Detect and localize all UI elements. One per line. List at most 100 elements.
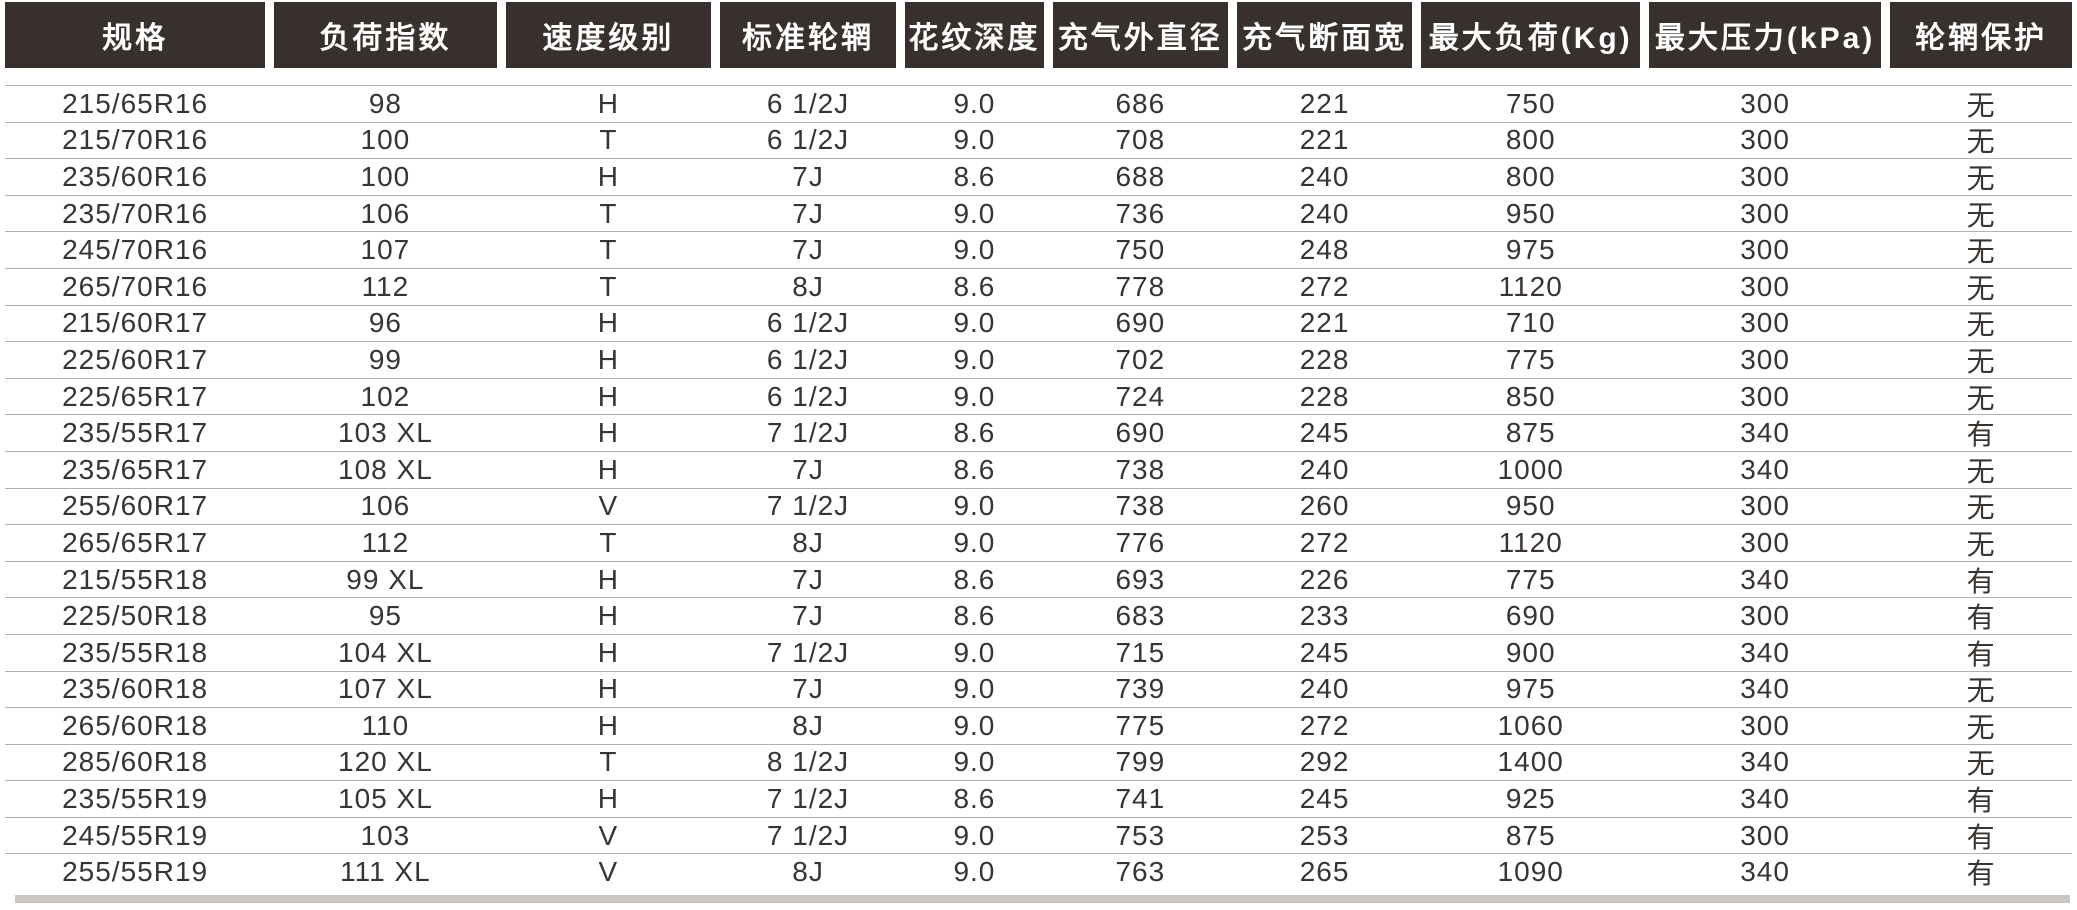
table-cell-load_index: 105 XL (338, 783, 433, 815)
table-cell-load_index: 100 (360, 124, 411, 156)
table-cell-rim_protection: 无 (1966, 162, 1996, 194)
table-cell-tread_depth: 9.0 (953, 234, 996, 266)
table-cell-inflated_outer_diameter: 778 (1115, 270, 1166, 302)
table-cell-tread_depth: 9.0 (953, 819, 996, 851)
table-cell-inflated_section_width: 240 (1299, 197, 1350, 229)
table-row: 265/70R16 112 T 8J 8.6 778 272 1120 300 无 (5, 267, 2072, 305)
table-cell-inflated_section_width: 272 (1299, 526, 1350, 558)
table-cell-load_index: 106 (360, 490, 411, 522)
table-cell-inflated_section_width: 240 (1299, 673, 1350, 705)
table-cell-inflated_outer_diameter: 739 (1115, 673, 1166, 705)
table-cell-max_load_kg: 1060 (1497, 709, 1564, 741)
table-cell-speed_rating: T (599, 526, 618, 558)
table-cell-max_pressure_kpa: 300 (1740, 234, 1790, 266)
table-cell-standard_rim: 7J (792, 600, 824, 632)
table-cell-spec: 255/60R17 (62, 490, 209, 522)
table-cell-load_index: 102 (360, 380, 411, 412)
table-cell-max_load_kg: 710 (1505, 307, 1556, 339)
table-cell-rim_protection: 有 (1966, 419, 1996, 451)
table-cell-tread_depth: 9.0 (953, 124, 996, 156)
table-cell-standard_rim: 6 1/2J (766, 343, 850, 375)
table-cell-spec: 225/65R17 (62, 380, 209, 412)
table-cell-speed_rating: H (597, 87, 619, 119)
table-row: 215/65R16 98 H 6 1/2J 9.0 686 221 750 300 无 (5, 85, 2072, 122)
table-cell-max_pressure_kpa: 300 (1740, 343, 1790, 375)
column-header-standard_rim: 标准轮辋 (720, 2, 896, 68)
column-header-inflated_outer_diameter: 充气外直径 (1052, 2, 1228, 68)
table-cell-spec: 235/55R17 (62, 417, 209, 449)
table-row: 235/60R18 107 XL H 7J 9.0 739 240 975 340 无 (5, 670, 2072, 708)
table-cell-tread_depth: 8.6 (953, 270, 996, 302)
table-cell-speed_rating: T (599, 234, 618, 266)
table-cell-speed_rating: H (597, 380, 619, 412)
table-cell-inflated_outer_diameter: 715 (1115, 636, 1166, 668)
table-cell-standard_rim: 6 1/2J (766, 380, 850, 412)
table-cell-inflated_section_width: 253 (1299, 819, 1350, 851)
table-cell-spec: 255/55R19 (62, 856, 209, 888)
table-cell-rim_protection: 无 (1966, 528, 1996, 560)
table-cell-load_index: 103 XL (338, 417, 433, 449)
table-cell-inflated_outer_diameter: 741 (1115, 783, 1166, 815)
table-row: 265/65R17 112 T 8J 9.0 776 272 1120 300 无 (5, 524, 2072, 561)
table-cell-inflated_section_width: 240 (1299, 160, 1350, 192)
table-bottom-bar (15, 895, 2070, 904)
table-cell-max_pressure_kpa: 340 (1740, 636, 1790, 668)
table-row: 235/55R19 105 XL H 7 1/2J 8.6 741 245 925 340 有 (5, 780, 2072, 817)
table-cell-rim_protection: 无 (1966, 492, 1996, 524)
table-cell-spec: 265/65R17 (62, 526, 209, 558)
table-cell-inflated_outer_diameter: 753 (1115, 819, 1166, 851)
table-cell-rim_protection: 无 (1966, 675, 1996, 707)
table-cell-tread_depth: 9.0 (953, 197, 996, 229)
table-cell-load_index: 111 XL (340, 856, 431, 888)
table-cell-max_pressure_kpa: 300 (1740, 197, 1790, 229)
table-cell-standard_rim: 7J (792, 160, 824, 192)
table-cell-max_load_kg: 690 (1505, 600, 1556, 632)
table-cell-standard_rim: 7J (792, 673, 824, 705)
table-row: 235/60R16 100 H 7J 8.6 688 240 800 300 无 (5, 158, 2072, 195)
table-cell-rim_protection: 无 (1966, 455, 1996, 487)
table-cell-load_index: 95 (368, 600, 402, 632)
table-cell-max_pressure_kpa: 340 (1740, 453, 1790, 485)
table-cell-inflated_outer_diameter: 736 (1115, 197, 1166, 229)
table-cell-tread_depth: 8.6 (953, 160, 996, 192)
table-cell-max_pressure_kpa: 300 (1740, 600, 1790, 632)
table-cell-max_pressure_kpa: 340 (1740, 417, 1790, 449)
table-cell-standard_rim: 8J (792, 526, 824, 558)
table-cell-tread_depth: 9.0 (953, 87, 996, 119)
table-cell-max_pressure_kpa: 340 (1740, 856, 1790, 888)
table-cell-speed_rating: V (598, 490, 619, 522)
table-row: 265/60R18 110 H 8J 9.0 775 272 1060 300 无 (5, 707, 2072, 744)
table-cell-max_load_kg: 950 (1505, 197, 1556, 229)
table-cell-inflated_section_width: 245 (1299, 417, 1350, 449)
table-cell-rim_protection: 无 (1966, 126, 1996, 158)
table-cell-tread_depth: 9.0 (953, 673, 996, 705)
column-header-max_pressure_kpa: 最大压力(kPa) (1648, 2, 1882, 68)
table-cell-inflated_outer_diameter: 799 (1115, 746, 1166, 778)
table-cell-spec: 245/55R19 (62, 819, 209, 851)
table-cell-inflated_outer_diameter: 763 (1115, 856, 1166, 888)
table-cell-max_pressure_kpa: 300 (1740, 124, 1790, 156)
table-cell-max_load_kg: 1400 (1497, 746, 1564, 778)
table-cell-load_index: 110 (361, 709, 410, 741)
table-row: 225/65R17 102 H 6 1/2J 9.0 724 228 850 300 无 (5, 377, 2072, 415)
table-cell-standard_rim: 7J (792, 563, 824, 595)
table-cell-max_load_kg: 1090 (1497, 856, 1564, 888)
table-cell-rim_protection: 无 (1966, 89, 1996, 121)
table-cell-inflated_section_width: 260 (1299, 490, 1350, 522)
table-cell-max_load_kg: 975 (1505, 234, 1556, 266)
table-cell-max_pressure_kpa: 300 (1740, 380, 1790, 412)
table-cell-tread_depth: 8.6 (953, 600, 996, 632)
table-cell-tread_depth: 9.0 (953, 856, 996, 888)
table-cell-standard_rim: 7 1/2J (766, 819, 850, 851)
table-cell-max_load_kg: 800 (1505, 124, 1556, 156)
table-cell-speed_rating: T (599, 270, 618, 302)
table-cell-tread_depth: 9.0 (953, 490, 996, 522)
table-cell-rim_protection: 无 (1966, 748, 1996, 780)
table-cell-spec: 235/60R16 (62, 160, 209, 192)
table-cell-max_pressure_kpa: 300 (1740, 490, 1790, 522)
table-cell-load_index: 100 (360, 160, 411, 192)
table-cell-inflated_section_width: 228 (1299, 380, 1350, 412)
table-cell-speed_rating: H (597, 417, 619, 449)
tire-spec-table: 规格 负荷指数 速度级别 标准轮辋 花纹深度 充气外直径 充气断面宽 最大负荷(Kg) 最大压力… (5, 0, 2072, 904)
table-cell-load_index: 107 (360, 234, 411, 266)
